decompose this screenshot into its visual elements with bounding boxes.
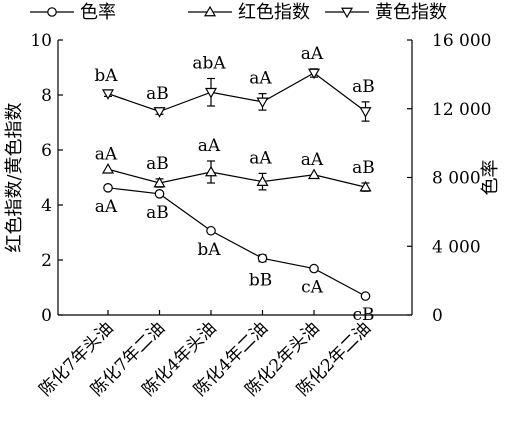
data-label: aB [146,84,169,104]
left-tick-label: 10 [30,31,52,51]
data-point [206,225,216,236]
data-label: aA [249,69,272,89]
data-point [307,168,321,180]
series-layer: aA aB bA bB cA cB aA aB aA aA aA aB bA aB abA aA aA aB [94,44,374,325]
data-label: cA [301,278,324,298]
left-tick-label: 8 [41,86,52,106]
right-tick-label: 4 000 [432,237,481,257]
right-tick-label: 16 000 [432,31,491,51]
data-label: aA [301,150,324,170]
series-3: bA aB abA aA aA aB [94,44,375,122]
series-line [107,72,366,113]
data-point [309,263,319,274]
data-label: bA [94,66,118,86]
data-point [359,107,372,118]
data-point [257,253,268,264]
data-point [154,189,165,199]
data-point [153,176,166,188]
data-label: aB [352,158,375,178]
legend-item: 黄色指数 [325,2,447,23]
series-line [107,168,366,188]
legend-label: 色率 [80,2,116,23]
left-tick-label: 0 [41,306,52,326]
data-point [307,68,321,80]
data-point [256,97,269,109]
data-point [360,291,371,301]
data-label: aA [95,197,118,217]
legend-marker [203,5,217,17]
data-label: aA [198,136,221,156]
right-tick-label: 12 000 [432,100,491,120]
data-point [101,163,115,174]
y-left-label: 红色指数/黄色指数 [4,102,25,252]
data-point [103,183,113,193]
left-tick-label: 2 [41,251,52,271]
right-tick-label: 8 000 [432,169,481,189]
right-tick-label: 0 [432,306,443,326]
data-label: aB [352,77,375,97]
legend-marker [47,7,57,17]
legend-item: 色率 [30,2,116,23]
legend-item: 红色指数 [188,2,310,23]
legend-label: 黄色指数 [375,2,447,23]
data-label: aA [249,148,272,168]
data-label: bA [197,240,221,260]
data-point [101,89,115,100]
data-label: aA [301,44,324,64]
data-point [359,180,372,192]
data-label: bB [249,271,272,291]
data-label: cB [352,305,374,325]
legend-marker [340,7,354,19]
y-right-label: 色率 [480,160,501,196]
data-label: aB [146,154,169,174]
series-2: aA aB aA aA aA aB [95,136,375,192]
series-1: aA aB bA bB cA cB [95,183,375,325]
data-point [256,175,269,186]
legend: 色率 红色指数 黄色指数 [30,2,447,23]
left-tick-label: 6 [41,141,52,161]
series-line [107,187,366,297]
data-point [153,107,166,118]
data-label: abA [192,54,226,74]
legend-label: 红色指数 [238,2,310,23]
data-point [204,87,218,99]
left-tick-label: 4 [41,196,52,216]
data-point [204,165,218,177]
data-label: aB [146,203,169,223]
data-label: aA [95,144,118,164]
